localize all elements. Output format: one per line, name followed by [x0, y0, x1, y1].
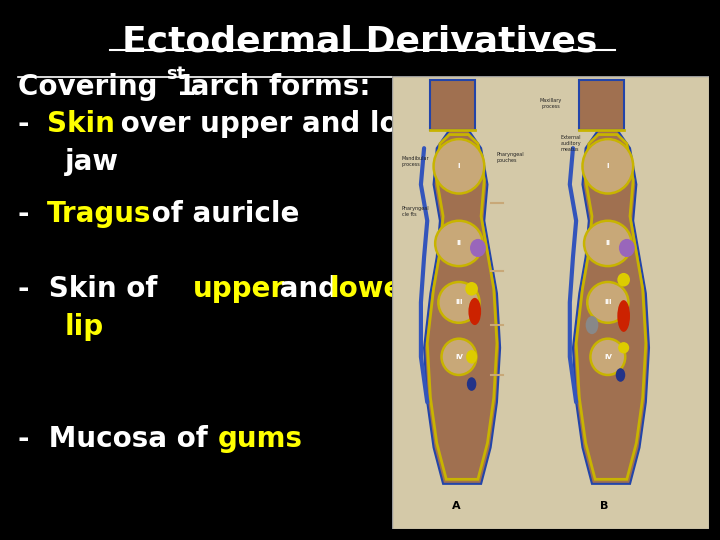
- Ellipse shape: [619, 239, 635, 257]
- Ellipse shape: [466, 350, 477, 363]
- Text: jaw: jaw: [65, 148, 119, 176]
- Polygon shape: [431, 80, 474, 130]
- Text: lower: lower: [330, 275, 417, 303]
- Text: over upper and lower: over upper and lower: [111, 110, 457, 138]
- Ellipse shape: [441, 339, 477, 375]
- Text: IV: IV: [604, 354, 612, 360]
- Text: III: III: [455, 299, 463, 306]
- Ellipse shape: [617, 300, 630, 332]
- Circle shape: [585, 316, 598, 334]
- Circle shape: [616, 368, 625, 382]
- Text: arch forms:: arch forms:: [181, 73, 371, 101]
- Text: A: A: [451, 501, 460, 511]
- Text: Ectodermal Derivatives: Ectodermal Derivatives: [122, 25, 598, 59]
- Text: -: -: [18, 200, 49, 228]
- Text: st: st: [166, 65, 185, 83]
- Text: and: and: [270, 275, 348, 303]
- Text: Pharyngeal
cle fts: Pharyngeal cle fts: [402, 206, 430, 217]
- Text: Tragus: Tragus: [47, 200, 151, 228]
- Ellipse shape: [435, 221, 482, 266]
- Text: II: II: [606, 240, 611, 246]
- Ellipse shape: [618, 342, 629, 353]
- Text: Pharyngeal
pouches: Pharyngeal pouches: [497, 152, 525, 163]
- Ellipse shape: [470, 239, 486, 257]
- Text: Covering  1: Covering 1: [18, 73, 196, 101]
- Ellipse shape: [588, 282, 629, 323]
- Text: upper: upper: [193, 275, 285, 303]
- Text: External
auditory
meatus: External auditory meatus: [560, 136, 581, 152]
- Ellipse shape: [465, 282, 478, 295]
- Text: -: -: [18, 110, 49, 138]
- Ellipse shape: [617, 273, 630, 287]
- Text: -  Mucosa of: - Mucosa of: [18, 425, 217, 453]
- Text: III: III: [604, 299, 611, 306]
- Ellipse shape: [582, 139, 633, 193]
- Ellipse shape: [433, 139, 485, 193]
- Text: II: II: [456, 240, 462, 246]
- Text: I: I: [606, 163, 609, 170]
- Ellipse shape: [584, 221, 631, 266]
- Ellipse shape: [469, 298, 481, 325]
- Polygon shape: [580, 80, 624, 130]
- Ellipse shape: [438, 282, 480, 323]
- Text: Mandibular
process: Mandibular process: [402, 157, 430, 167]
- Text: I: I: [458, 163, 460, 170]
- Text: Maxillary
process: Maxillary process: [540, 98, 562, 109]
- Text: Skin: Skin: [47, 110, 115, 138]
- Polygon shape: [573, 130, 649, 484]
- Text: of auricle: of auricle: [142, 200, 300, 228]
- Text: B: B: [600, 501, 609, 511]
- Text: IV: IV: [455, 354, 463, 360]
- Polygon shape: [424, 130, 500, 484]
- Text: lip: lip: [65, 313, 104, 341]
- Text: -  Skin of: - Skin of: [18, 275, 167, 303]
- Ellipse shape: [590, 339, 625, 375]
- Text: gums: gums: [218, 425, 303, 453]
- Circle shape: [467, 377, 477, 391]
